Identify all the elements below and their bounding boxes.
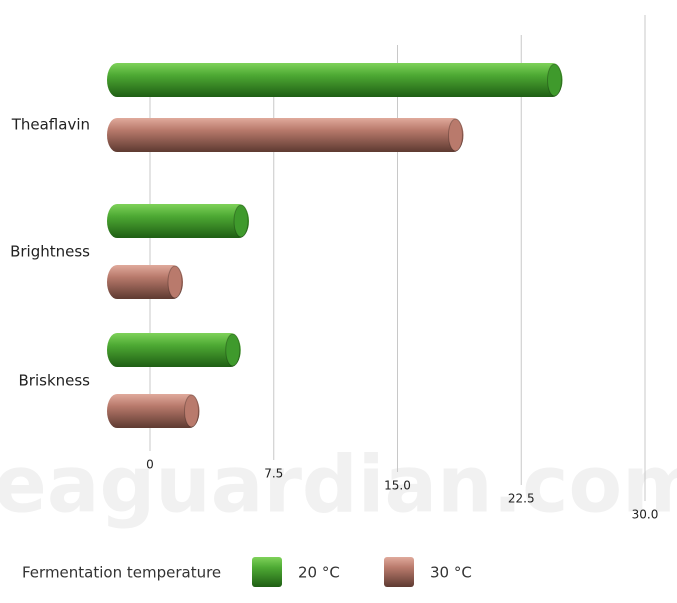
y-tick-label: Brightness xyxy=(10,243,90,261)
bar xyxy=(107,265,183,299)
x-tick-label: 22.5 xyxy=(508,492,535,506)
bar-cap xyxy=(167,265,183,299)
bar-cap xyxy=(448,118,463,152)
bar-cap xyxy=(184,394,199,428)
bar-cap xyxy=(233,204,249,238)
x-tick-label: 7.5 xyxy=(264,467,283,481)
bar-cap xyxy=(225,333,241,367)
legend-label: 20 °C xyxy=(298,564,340,582)
watermark: teaguardian.com xyxy=(0,440,677,530)
x-tick-label: 0 xyxy=(146,458,154,472)
legend-label: 30 °C xyxy=(430,564,472,582)
bar-cap xyxy=(547,63,562,97)
legend-swatch xyxy=(252,557,282,587)
legend-swatch xyxy=(384,557,414,587)
y-tick-label: Briskness xyxy=(19,372,91,390)
x-tick-label: 15.0 xyxy=(384,479,411,493)
legend-title: Fermentation temperature xyxy=(22,564,221,582)
bar xyxy=(107,63,563,97)
x-tick-label: 30.0 xyxy=(632,508,659,522)
bar xyxy=(107,118,464,152)
bar xyxy=(107,204,249,238)
bar xyxy=(107,333,241,367)
bar xyxy=(107,394,200,428)
y-tick-label: Theaflavin xyxy=(11,116,90,134)
